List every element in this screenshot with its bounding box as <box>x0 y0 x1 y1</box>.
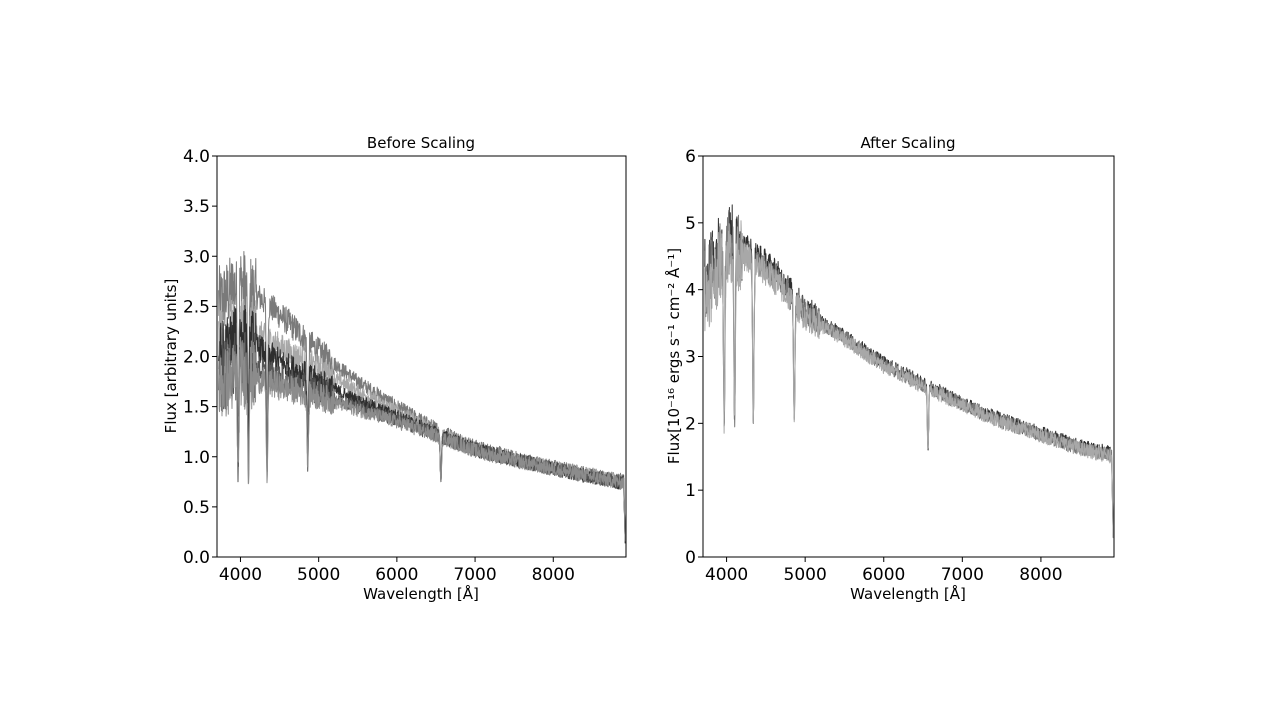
panel-before-scaling: Before Scaling 0.0 0.5 1.0 1.5 2.0 2.5 3.0 3.5 4… <box>162 134 627 603</box>
plot-frame <box>702 155 1115 558</box>
y-tick-label: 2.0 <box>183 348 210 368</box>
x-tick-label: 6000 <box>375 565 418 585</box>
x-tick-label: 7000 <box>941 565 984 585</box>
y-axis: 0 1 2 3 4 5 6 <box>685 147 703 568</box>
plot-area <box>704 204 1114 539</box>
x-tick-label: 5000 <box>297 565 340 585</box>
plot-area <box>218 251 626 544</box>
x-axis: 4000 5000 6000 7000 8000 <box>705 557 1063 585</box>
panel-after-scaling: After Scaling 0 1 2 3 4 5 6 4000 5000 6000 7000 80… <box>664 134 1115 603</box>
spectrum-line-5 <box>218 336 626 542</box>
chart-title: After Scaling <box>860 134 955 152</box>
x-tick-label: 4000 <box>219 565 262 585</box>
spectrum-line-1 <box>704 204 1114 538</box>
x-tick-label: 4000 <box>705 565 748 585</box>
x-tick-label: 6000 <box>862 565 905 585</box>
y-axis-label: Flux [arbitrary units] <box>162 279 180 434</box>
y-tick-label: 3.5 <box>183 197 210 217</box>
y-tick-label: 4 <box>685 281 696 301</box>
y-axis: 0.0 0.5 1.0 1.5 2.0 2.5 3.0 3.5 4.0 <box>183 147 217 568</box>
y-tick-label: 0 <box>685 548 696 568</box>
x-axis-label: Wavelength [Å] <box>363 584 479 603</box>
y-tick-label: 4.0 <box>183 147 210 167</box>
spectrum-line-4 <box>218 331 626 544</box>
spectrum-line-1 <box>218 251 626 541</box>
y-tick-label: 2 <box>685 414 696 434</box>
y-tick-label: 0.0 <box>183 548 210 568</box>
y-tick-label: 1.0 <box>183 448 210 468</box>
x-tick-label: 7000 <box>453 565 496 585</box>
x-tick-label: 8000 <box>532 565 575 585</box>
x-tick-label: 8000 <box>1019 565 1062 585</box>
spectrum-line-3 <box>704 220 1114 539</box>
y-tick-label: 3 <box>685 348 696 368</box>
chart-title: Before Scaling <box>367 134 475 152</box>
y-tick-label: 0.5 <box>183 498 210 518</box>
y-tick-label: 1.5 <box>183 398 210 418</box>
y-tick-label: 3.0 <box>183 247 210 267</box>
y-tick-label: 1 <box>685 481 696 501</box>
x-tick-label: 5000 <box>784 565 827 585</box>
x-axis-label: Wavelength [Å] <box>850 584 966 603</box>
y-tick-label: 6 <box>685 147 696 167</box>
y-tick-label: 2.5 <box>183 297 210 317</box>
y-axis-label: Flux[10⁻¹⁶ ergs s⁻¹ cm⁻² Å⁻¹] <box>664 248 683 464</box>
x-axis: 4000 5000 6000 7000 8000 <box>219 557 575 585</box>
y-tick-label: 5 <box>685 214 696 234</box>
